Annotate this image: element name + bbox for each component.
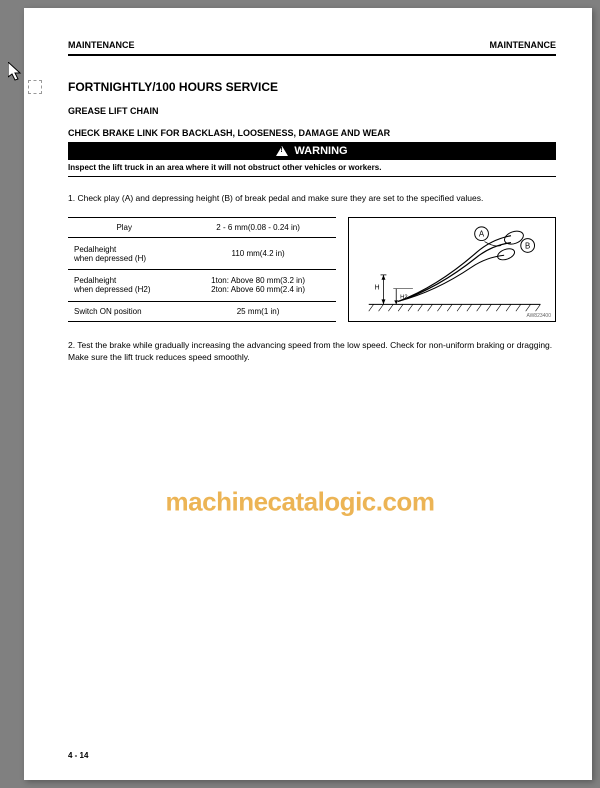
- pedal-diagram-svg: A B H H2: [349, 218, 555, 321]
- warning-triangle-icon: [276, 146, 288, 156]
- table-cell-label: Play: [68, 217, 180, 237]
- diagram-label-h2: H2: [400, 294, 408, 300]
- table-cell-label: Pedalheight when depressed (H): [68, 238, 180, 270]
- step-1-text: 1. Check play (A) and depressing height …: [68, 193, 556, 205]
- table-row: Pedalheight when depressed (H2) 1ton: Ab…: [68, 269, 336, 301]
- diagram-ref: AW823400: [526, 313, 551, 319]
- table-cell-value: 110 mm(4.2 in): [180, 238, 335, 270]
- table-cell-label: Pedalheight when depressed (H2): [68, 269, 180, 301]
- section-title: FORTNIGHTLY/100 HOURS SERVICE: [68, 80, 556, 94]
- inspection-note: Inspect the lift truck in an area where …: [68, 163, 556, 177]
- document-page: MAINTENANCE MAINTENANCE FORTNIGHTLY/100 …: [24, 8, 592, 780]
- spec-table: Play 2 - 6 mm(0.08 - 0.24 in) Pedalheigh…: [68, 217, 336, 322]
- warning-banner: WARNING: [68, 142, 556, 160]
- spec-and-diagram-row: Play 2 - 6 mm(0.08 - 0.24 in) Pedalheigh…: [68, 217, 556, 322]
- crop-mark-icon: [28, 80, 42, 94]
- table-cell-value: 1ton: Above 80 mm(3.2 in) 2ton: Above 60…: [180, 269, 335, 301]
- table-cell-value: 2 - 6 mm(0.08 - 0.24 in): [180, 217, 335, 237]
- diagram-label-h: H: [374, 285, 379, 292]
- warning-label: WARNING: [294, 145, 347, 157]
- diagram-label-b: B: [525, 241, 530, 250]
- table-row: Pedalheight when depressed (H) 110 mm(4.…: [68, 238, 336, 270]
- step-2-text: 2. Test the brake while gradually increa…: [68, 340, 556, 364]
- table-cell-value: 25 mm(1 in): [180, 301, 335, 321]
- table-row: Play 2 - 6 mm(0.08 - 0.24 in): [68, 217, 336, 237]
- subheading-check-brake: CHECK BRAKE LINK FOR BACKLASH, LOOSENESS…: [68, 128, 556, 138]
- subheading-grease: GREASE LIFT CHAIN: [68, 106, 556, 116]
- header-left: MAINTENANCE: [68, 40, 135, 50]
- page-header: MAINTENANCE MAINTENANCE: [68, 40, 556, 56]
- table-cell-label: Switch ON position: [68, 301, 180, 321]
- pedal-diagram: A B H H2 AW823400: [348, 217, 556, 322]
- table-row: Switch ON position 25 mm(1 in): [68, 301, 336, 321]
- page-number: 4 - 14: [68, 751, 88, 760]
- header-right: MAINTENANCE: [490, 40, 557, 50]
- diagram-label-a: A: [479, 230, 485, 239]
